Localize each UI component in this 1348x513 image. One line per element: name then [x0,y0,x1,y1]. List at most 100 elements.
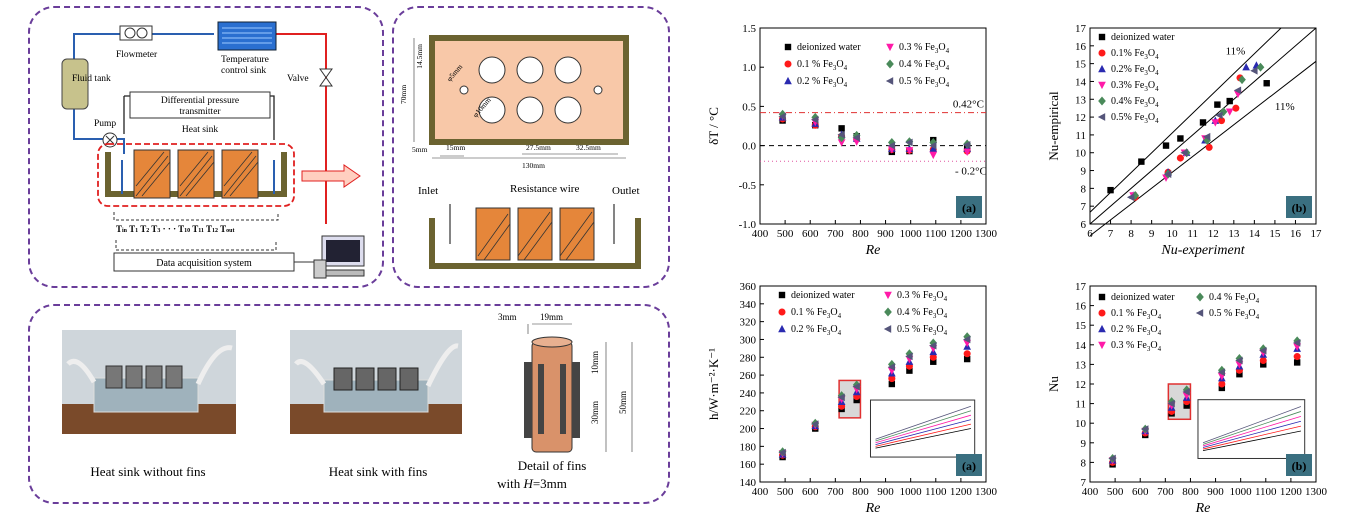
legend-label: 0.4 % Fe3O4 [897,307,948,320]
legend-label: 0.1 % Fe3O4 [1111,308,1162,321]
data-point [811,420,819,428]
x-tick-label: 800 [1182,486,1199,498]
data-point [1107,186,1114,194]
data-point [1235,356,1243,365]
data-point [1293,339,1301,347]
legend-label: 0.3 % Fe3O4 [1111,340,1162,353]
data-point [887,363,896,371]
x-tick-label: 900 [877,228,894,240]
data-point [963,355,971,363]
legend-marker [1098,81,1106,90]
dim-70mm: 70mm [399,85,408,104]
chart-h-coefficient: 400 500 600 700 800 900 1000 1100 1200 1300 140 160… [706,281,998,513]
legend-label: 0.5 % Fe3O4 [1209,308,1260,321]
y-tick-label: 240 [740,388,757,400]
flowmeter-label: Flowmeter [116,50,158,60]
legend-marker [1098,33,1106,41]
y-tick-label: 16 [1075,41,1087,53]
x-tick-label: 1000 [900,228,923,240]
y-tick-label: 8 [1081,457,1087,469]
y-tick-label: 7 [1081,477,1087,489]
dim-27mm: 27.5mm [526,143,551,152]
panel-tag: (b) [1292,201,1307,215]
data-point [963,148,972,157]
legend-label: 0.4% Fe3O4 [1111,96,1159,109]
data-point [1250,66,1258,75]
legend-marker [1196,292,1204,302]
x-tick-label: 600 [1132,486,1149,498]
data-point [929,151,938,160]
x-tick-label: 700 [827,228,844,240]
legend-label: 0.2 % Fe3O4 [1111,324,1162,337]
x-tick-label: 600 [802,486,819,498]
y-tick-label: 12 [1075,112,1086,124]
data-point [929,137,938,147]
chart-nu: 400 500 600 700 800 900 1000 1100 1200 1300 7 8 9 10 1… [1046,281,1328,513]
y-tick-label: 180 [740,441,757,453]
annotation-upper: 11% [1226,46,1246,58]
data-point [929,144,938,152]
data-point [888,380,896,388]
legend-marker [1098,309,1106,317]
y-tick-label: 280 [740,352,757,364]
legend-marker [784,60,792,68]
x-tick-label: 800 [852,486,869,498]
legend-marker [884,307,892,317]
data-point [905,352,913,361]
data-point [1126,193,1135,202]
dim-5mm: 5mm [412,145,428,154]
x-tick-label: 15 [1269,228,1281,240]
x-tick-label: 9 [1149,228,1155,240]
data-point [929,141,937,150]
data-point [1138,158,1145,165]
data-point [1202,132,1211,141]
legend-marker [1098,293,1106,301]
y-tick-label: 11 [1075,399,1086,411]
fluid-tank-icon [61,58,89,110]
legend-label: 0.3% Fe3O4 [1111,80,1159,93]
data-point [930,358,937,365]
panel-tag-box [956,196,982,218]
data-point [1218,384,1226,392]
data-point [963,335,971,344]
data-point [1218,380,1226,388]
y-axis-label: δT / °C [706,107,721,145]
panel-tag: (b) [1292,459,1307,473]
data-point [929,353,937,361]
y-tick-label: 17 [1075,23,1087,35]
data-point [906,367,913,374]
data-point [1217,117,1226,125]
panel-tag-box [1286,196,1312,218]
y-tick-label: 14 [1075,76,1087,88]
y-tick-label: 9 [1081,166,1087,178]
x-tick-label: 900 [1207,486,1224,498]
panel-tag-box [1286,454,1312,476]
heater-block-2 [177,149,215,199]
x-tick-label: 1300 [975,228,998,240]
fluid-tank-label: Fluid tank [72,74,111,84]
y-tick-label: 260 [740,370,757,382]
data-point [1183,402,1190,409]
legend-label: 0.4 % Fe3O4 [899,59,950,72]
y-tick-label: 9 [1081,438,1087,450]
legend-marker [1098,341,1106,350]
x-tick-label: 500 [1107,486,1124,498]
x-tick-label: 1100 [1255,486,1277,498]
x-tick-label: 10 [1167,228,1179,240]
x-tick-label: 1200 [950,486,973,498]
legend-label: 0.3 % Fe3O4 [897,290,948,303]
y-tick-label: 7 [1081,201,1087,213]
y-tick-label: 15 [1075,59,1087,71]
caption-fin-detail-2: with H=3mm [497,476,567,491]
x-tick-label: 900 [877,486,894,498]
x-tick-label: 1200 [950,228,973,240]
y-tick-label: 360 [740,281,757,293]
y-tick-label: 140 [740,477,757,489]
temp-sink-label-1: Temperature [221,55,269,65]
heater-block-3 [221,149,259,199]
x-tick-label: 500 [777,228,794,240]
data-point [888,375,896,383]
y-tick-label: 10 [1075,418,1087,430]
data-point [811,115,819,124]
legend-marker [778,324,786,333]
